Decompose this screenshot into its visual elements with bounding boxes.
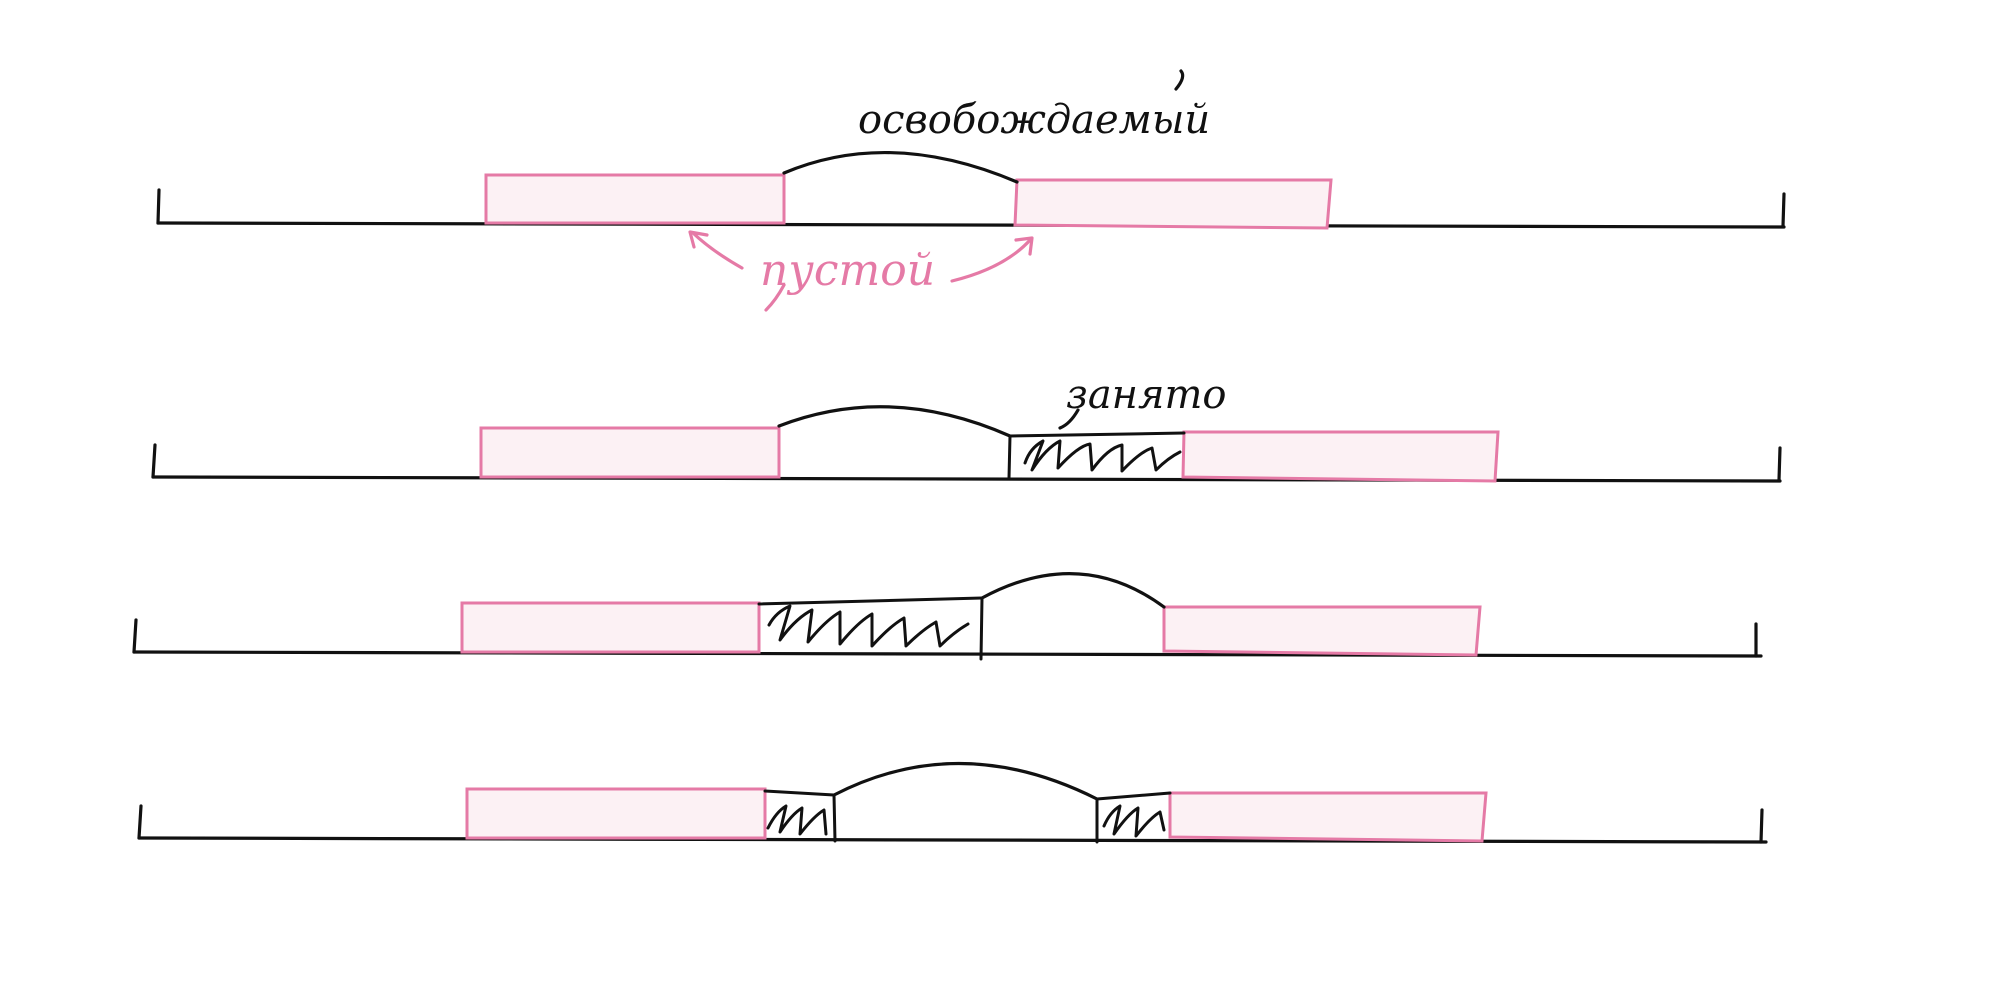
row-4-left-block — [465, 787, 767, 840]
row-1: освобождаемый — [156, 69, 1786, 230]
empty-right-arrowhead — [1014, 236, 1034, 256]
empty-label-descender — [764, 283, 786, 312]
occupied-label-descender — [1058, 408, 1080, 430]
row-1-baseline — [156, 221, 1786, 229]
row-2: занято — [151, 372, 1782, 483]
row-1-left-tick — [156, 188, 161, 225]
row-4-right-tick — [1759, 808, 1764, 844]
row-4-right-occupied-region — [1095, 791, 1172, 844]
row-4-left-occupied-region — [763, 789, 837, 843]
row-2-left-tick — [151, 443, 157, 479]
empty-left-arrow — [691, 231, 744, 270]
row-4 — [137, 761, 1768, 844]
row-3 — [132, 571, 1763, 661]
empty-annotation: пустой — [688, 230, 1034, 312]
empty-left-arrowhead — [688, 230, 709, 249]
row-2-left-block — [479, 426, 781, 479]
row-3-freed-arc — [980, 571, 1166, 609]
row-3-left-tick — [132, 618, 138, 654]
row-4-right-block — [1168, 791, 1488, 843]
row-1-right-block — [1013, 178, 1333, 230]
occupied-label: занято — [1066, 372, 1227, 418]
row-4-baseline — [137, 836, 1768, 844]
row-2-right-tick — [1777, 446, 1782, 482]
row-3-baseline — [132, 650, 1763, 658]
row-2-occupied-region — [1007, 431, 1186, 480]
freed-label: освобождаемый — [858, 97, 1210, 143]
row-2-right-block — [1181, 430, 1500, 483]
empty-right-arrow — [950, 237, 1033, 283]
row-4-freed-arc — [832, 761, 1099, 801]
freed-label-flourish — [1174, 69, 1185, 91]
row-3-occupied-region — [757, 596, 984, 661]
row-1-freed-arc — [782, 150, 1019, 184]
empty-label: пустой — [760, 245, 935, 296]
row-3-right-block — [1162, 605, 1482, 657]
row-2-freed-arc — [777, 405, 1012, 438]
row-1-right-tick — [1781, 192, 1786, 228]
row-2-baseline — [151, 475, 1782, 483]
row-3-left-block — [460, 601, 761, 654]
row-4-left-tick — [137, 804, 143, 840]
row-1-left-block — [484, 173, 786, 225]
